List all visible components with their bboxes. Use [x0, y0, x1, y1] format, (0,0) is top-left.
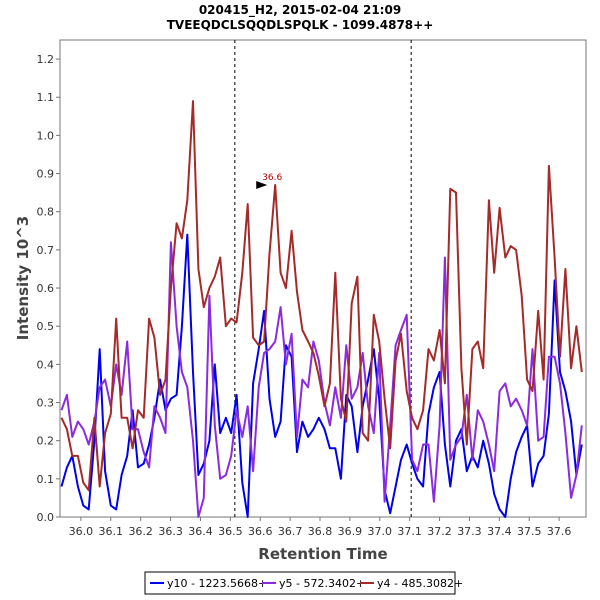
peak-arrow [256, 181, 268, 190]
series-line [60, 100, 583, 492]
x-tick-label: 37.0 [368, 525, 393, 538]
x-tick-label: 36.9 [338, 525, 363, 538]
series-line [60, 241, 583, 518]
x-tick-label: 37.6 [547, 525, 572, 538]
x-tick-label: 36.7 [278, 525, 303, 538]
x-tick-label: 37.5 [517, 525, 542, 538]
y-tick-label: 1.2 [37, 53, 55, 66]
x-axis-ticks: 36.0 36.1 36.2 36.3 36.4 36.5 36.6 36.7 36.8 36.9… [69, 517, 572, 538]
y-tick-label: 0.8 [37, 206, 55, 219]
x-tick-label: 36.1 [99, 525, 124, 538]
y-tick-label: 0.9 [37, 168, 55, 181]
plot-area-frame [59, 39, 587, 518]
y-tick-label: 0.7 [37, 244, 55, 257]
peak-label: 36.6 [262, 173, 282, 183]
legend-box [144, 571, 456, 595]
x-tick-label: 36.3 [158, 525, 183, 538]
x-tick-label: 36.6 [248, 525, 273, 538]
y-tick-label: 0.4 [37, 358, 55, 371]
y-tick-label: 0.6 [37, 282, 55, 295]
legend: y10 - 1223.5668+ y5 - 572.3402+ y4 - 485.3… [144, 571, 463, 595]
series-lines [60, 100, 583, 518]
y-axis-ticks: 0.0 0.1 0.2 0.3 0.4 0.5 0.6 0.7 0.8 0.9 1.0 1.1 1.2 [37, 53, 60, 524]
x-tick-label: 36.0 [69, 525, 94, 538]
x-tick-label: 36.8 [308, 525, 333, 538]
y-tick-label: 1.0 [37, 129, 55, 142]
y-tick-label: 1.1 [37, 91, 55, 104]
x-tick-label: 37.3 [457, 525, 482, 538]
x-tick-label: 36.2 [128, 525, 153, 538]
y-tick-label: 0.0 [37, 511, 55, 524]
x-axis-label: Retention Time [258, 545, 387, 563]
x-tick-label: 37.4 [487, 525, 512, 538]
x-tick-label: 36.5 [218, 525, 243, 538]
x-tick-label: 37.1 [397, 525, 422, 538]
y-tick-label: 0.2 [37, 435, 55, 448]
x-tick-label: 36.4 [188, 525, 213, 538]
y-tick-label: 0.1 [37, 473, 55, 486]
y-tick-label: 0.3 [37, 397, 55, 410]
peak-annotation: 36.6 [256, 173, 283, 190]
y-axis-label: Intensity 10^3 [14, 216, 32, 340]
chart-subtitle: TVEEQDCLSQQDLSPQLK - 1099.4878++ [167, 18, 434, 32]
legend-label: y10 - 1223.5668+ [167, 577, 267, 590]
y-tick-label: 0.5 [37, 320, 55, 333]
chart-title: 020415_H2, 2015-02-04 21:09 [199, 3, 401, 18]
legend-label: y5 - 572.3402+ [279, 577, 365, 590]
legend-label: y4 - 485.3082+ [377, 577, 463, 590]
x-tick-label: 37.2 [427, 525, 452, 538]
series-line [60, 233, 583, 518]
